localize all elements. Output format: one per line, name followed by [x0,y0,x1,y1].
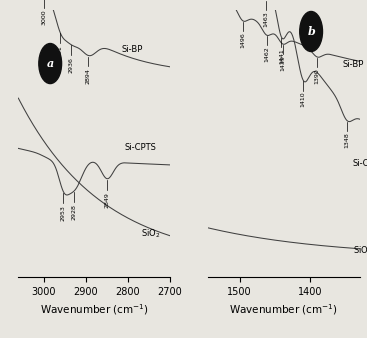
Text: 2849: 2849 [105,192,110,208]
Text: 2961: 2961 [58,45,62,61]
Text: 1462: 1462 [264,46,269,62]
Text: Si-BP: Si-BP [342,60,363,69]
Text: 1496: 1496 [240,32,245,48]
Circle shape [39,44,62,83]
Text: a: a [47,58,54,69]
Text: SiO$_2$: SiO$_2$ [353,244,367,257]
Text: Si-CPTS: Si-CPTS [353,159,367,168]
Text: 3000: 3000 [41,10,46,25]
Text: 1390: 1390 [315,68,320,84]
Text: 1348: 1348 [345,132,349,148]
X-axis label: Wavenumber (cm$^{-1}$): Wavenumber (cm$^{-1}$) [229,303,338,317]
Text: 2953: 2953 [61,205,66,221]
Text: Si-BP: Si-BP [121,45,143,53]
Text: 1441: 1441 [279,48,284,64]
Circle shape [300,11,323,51]
Text: 2894: 2894 [86,69,91,84]
Text: b: b [307,26,315,37]
Text: 2936: 2936 [68,57,73,73]
Text: 1463: 1463 [263,11,268,27]
Text: 2928: 2928 [72,204,76,220]
X-axis label: Wavenumber (cm$^{-1}$): Wavenumber (cm$^{-1}$) [40,303,149,317]
Text: SiO$_2$: SiO$_2$ [141,228,161,240]
Text: 1410: 1410 [301,92,306,107]
Text: 1439: 1439 [280,55,285,71]
Text: Si-CPTS: Si-CPTS [125,143,156,152]
